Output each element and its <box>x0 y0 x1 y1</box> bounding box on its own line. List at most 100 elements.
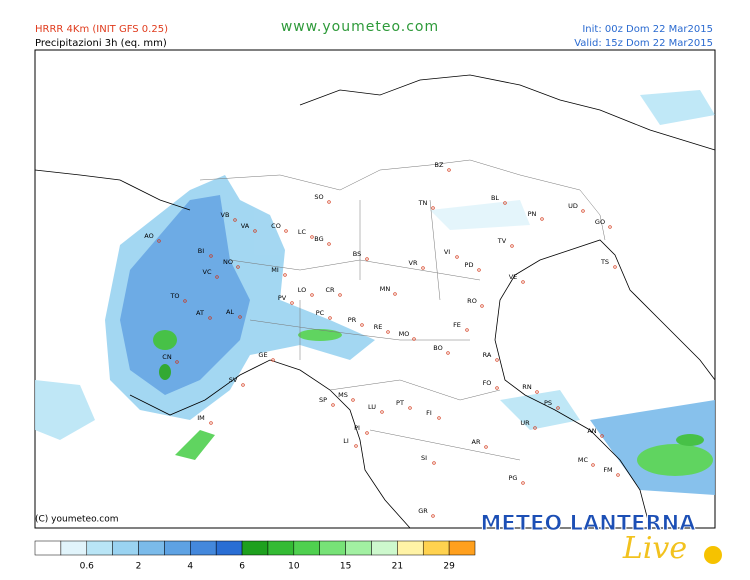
city-label: RO <box>467 297 477 305</box>
city-dot <box>556 406 560 410</box>
city-dot <box>437 416 441 420</box>
city-dot <box>421 266 425 270</box>
city-dot <box>521 481 525 485</box>
city-label: TN <box>418 199 428 207</box>
city-label: BO <box>433 344 442 352</box>
legend-tick-label: 2 <box>136 562 142 572</box>
city-label: LC <box>298 228 307 236</box>
city-label: TS <box>600 258 609 266</box>
city-dot <box>431 206 435 210</box>
city-dot <box>465 328 469 332</box>
city-dot <box>354 444 358 448</box>
valid-label: Valid: 15z Dom 22 Mar2015 <box>574 38 713 49</box>
city-label: CR <box>325 286 335 294</box>
legend-swatch <box>34 540 62 556</box>
city-dot <box>600 434 604 438</box>
city-dot <box>183 299 187 303</box>
legend-tick-label: 10 <box>288 562 300 572</box>
copyright: (C) youmeteo.com <box>35 515 119 525</box>
city-label: GE <box>258 351 267 359</box>
city-dot <box>209 254 213 258</box>
city-label: PG <box>509 474 518 482</box>
city-dot <box>412 337 416 341</box>
city-dot <box>535 390 539 394</box>
city-label: VE <box>509 273 518 281</box>
city-dot <box>310 235 314 239</box>
city-dot <box>360 323 364 327</box>
legend-swatch <box>448 540 476 556</box>
city-label: IM <box>197 414 205 422</box>
city-label: TO <box>169 292 179 300</box>
city-label: AO <box>144 232 153 240</box>
city-dot <box>351 398 355 402</box>
map: AO BI VB VA CO LC SO BG NO VC MI TO AT AL PV LO CR PC BS MN… <box>34 49 716 529</box>
city-label: PI <box>354 424 360 432</box>
city-label: BI <box>198 247 204 255</box>
city-dot <box>365 257 369 261</box>
legend-tick-label: 6 <box>239 562 245 572</box>
city-label: PD <box>465 261 474 269</box>
city-dot <box>253 229 257 233</box>
city-dot <box>616 473 620 477</box>
city-label: FO <box>483 379 492 387</box>
city-dot <box>215 275 219 279</box>
legend-swatch <box>319 540 346 556</box>
legend-tick-label: 0.6 <box>80 562 95 572</box>
legend-swatch <box>138 540 165 556</box>
city-dot <box>484 445 488 449</box>
legend-swatch <box>345 540 372 556</box>
city-label: PC <box>316 309 325 317</box>
logo-sun <box>704 546 722 564</box>
city-label: LU <box>368 403 376 411</box>
city-label: VB <box>221 211 230 219</box>
logo-script: Live <box>622 531 687 566</box>
city-label: UD <box>568 202 578 210</box>
city-label: BG <box>314 235 323 243</box>
city-dot <box>581 209 585 213</box>
city-dot <box>310 293 314 297</box>
city-dot <box>477 268 481 272</box>
city-dot <box>533 426 537 430</box>
model-label: HRRR 4Km (INIT GFS 0.25) <box>35 24 168 35</box>
city-label: MO <box>399 330 410 338</box>
city-label: BZ <box>435 161 444 169</box>
city-label: PS <box>544 399 552 407</box>
city-dot <box>432 461 436 465</box>
city-dot <box>521 280 525 284</box>
city-dot <box>540 217 544 221</box>
city-dot <box>591 463 595 467</box>
city-dot <box>613 265 617 269</box>
city-label: MS <box>338 391 348 399</box>
legend-tick-label: 21 <box>392 562 403 572</box>
city-labels: AO BI VB VA CO LC SO BG NO VC MI TO AT AL PV LO CR PC BS MN… <box>144 161 620 518</box>
legend-swatch <box>60 540 88 556</box>
legend-tick-label: 29 <box>443 562 455 572</box>
city-label: MC <box>578 456 589 464</box>
city-dot <box>175 360 179 364</box>
city-label: MN <box>380 285 391 293</box>
city-label: AL <box>226 308 234 316</box>
legend-swatch <box>371 540 398 556</box>
color-legend: 0.6 2 4 6 10 15 21 29 <box>34 540 476 572</box>
city-dot <box>503 201 507 205</box>
city-label: PT <box>396 399 404 407</box>
city-label: PV <box>278 294 287 302</box>
city-dot <box>380 410 384 414</box>
city-label: GO <box>595 218 605 226</box>
city-dot <box>510 244 514 248</box>
city-label: PN <box>528 210 537 218</box>
legend-swatch <box>422 540 450 556</box>
coastline <box>34 74 716 529</box>
legend-swatch <box>86 540 113 556</box>
city-dot <box>283 273 287 277</box>
city-label: SI <box>421 454 427 462</box>
city-label: LO <box>298 286 307 294</box>
city-label: SP <box>319 396 327 404</box>
city-label: FM <box>603 466 612 474</box>
city-label: VR <box>409 259 418 267</box>
city-label: VA <box>241 222 250 230</box>
city-label: GR <box>418 507 428 515</box>
city-label: FI <box>426 409 432 417</box>
city-dot <box>386 330 390 334</box>
